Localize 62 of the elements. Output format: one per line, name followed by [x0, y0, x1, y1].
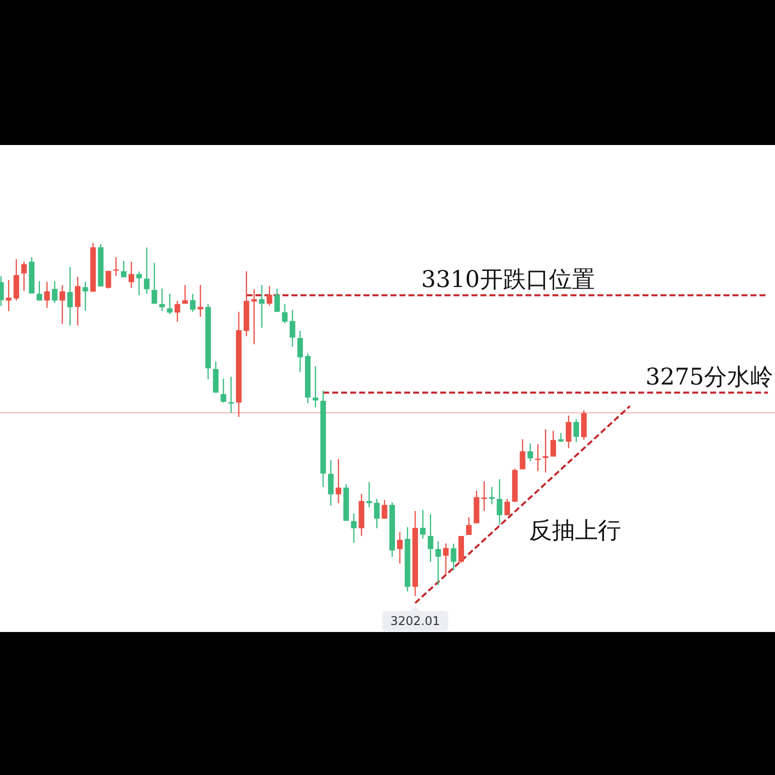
- candlestick: [82, 281, 88, 312]
- candlestick: [558, 432, 564, 443]
- series-label: 3275分水岭: [645, 364, 773, 391]
- candlestick: [481, 480, 488, 512]
- candlestick: [573, 418, 580, 443]
- candlestick: [328, 459, 334, 506]
- candlestick: [136, 270, 142, 296]
- candlestick: [144, 246, 150, 294]
- candlestick: [212, 361, 219, 394]
- candlestick: [297, 330, 303, 372]
- candlestick: [14, 258, 20, 302]
- candlestick: [282, 303, 288, 324]
- candlestick: [190, 293, 196, 312]
- candlestick: [228, 376, 234, 414]
- candlestick: [152, 262, 158, 304]
- candlestick: [274, 288, 280, 312]
- candlestick: [466, 516, 472, 536]
- candlestick: [450, 543, 456, 571]
- candlestick: [128, 261, 134, 288]
- candlestick: [312, 366, 318, 408]
- candlestick: [420, 509, 426, 540]
- candlestick: [542, 428, 548, 474]
- candlestick: [106, 270, 112, 290]
- candlestick: [120, 260, 127, 278]
- candlestick: [366, 481, 372, 508]
- candlestick: [336, 458, 342, 504]
- candlestick: [258, 284, 265, 328]
- series-label: 3310开跌口位置: [421, 267, 595, 294]
- candlestick: [374, 498, 380, 529]
- text: 3202.01: [390, 614, 440, 628]
- candlestick: [52, 280, 58, 304]
- candlestick: [166, 293, 173, 315]
- candlestick: [220, 378, 226, 404]
- candlestick: [550, 430, 556, 458]
- candlestick: [566, 415, 572, 449]
- candlestick: [489, 486, 495, 505]
- candlestick: [504, 498, 510, 516]
- candlestick: [36, 280, 42, 302]
- candlestick: [60, 284, 66, 324]
- candlestick: [520, 438, 526, 470]
- candlestick: [397, 532, 403, 564]
- candlestick: [182, 284, 188, 304]
- candlestick: [251, 288, 257, 345]
- candlestick: [21, 261, 27, 292]
- candlestick: [67, 266, 73, 326]
- candlestick: [159, 288, 165, 312]
- candlestick: [74, 276, 80, 326]
- candlestick: [382, 499, 388, 520]
- series-label: 反抽上行: [529, 518, 621, 544]
- candlestick: [435, 540, 441, 586]
- candlestick: [6, 279, 12, 312]
- candlestick: [351, 512, 357, 544]
- candlestick: [266, 285, 272, 306]
- candlestick: [174, 300, 180, 322]
- candlestick: [198, 284, 204, 318]
- candlestick: [443, 542, 449, 576]
- candlestick: [428, 514, 434, 562]
- candlestick: [527, 442, 534, 462]
- candlestick: [44, 281, 50, 309]
- candlestick: [290, 309, 296, 348]
- candlestick: [496, 478, 502, 526]
- candlestick: [535, 444, 541, 472]
